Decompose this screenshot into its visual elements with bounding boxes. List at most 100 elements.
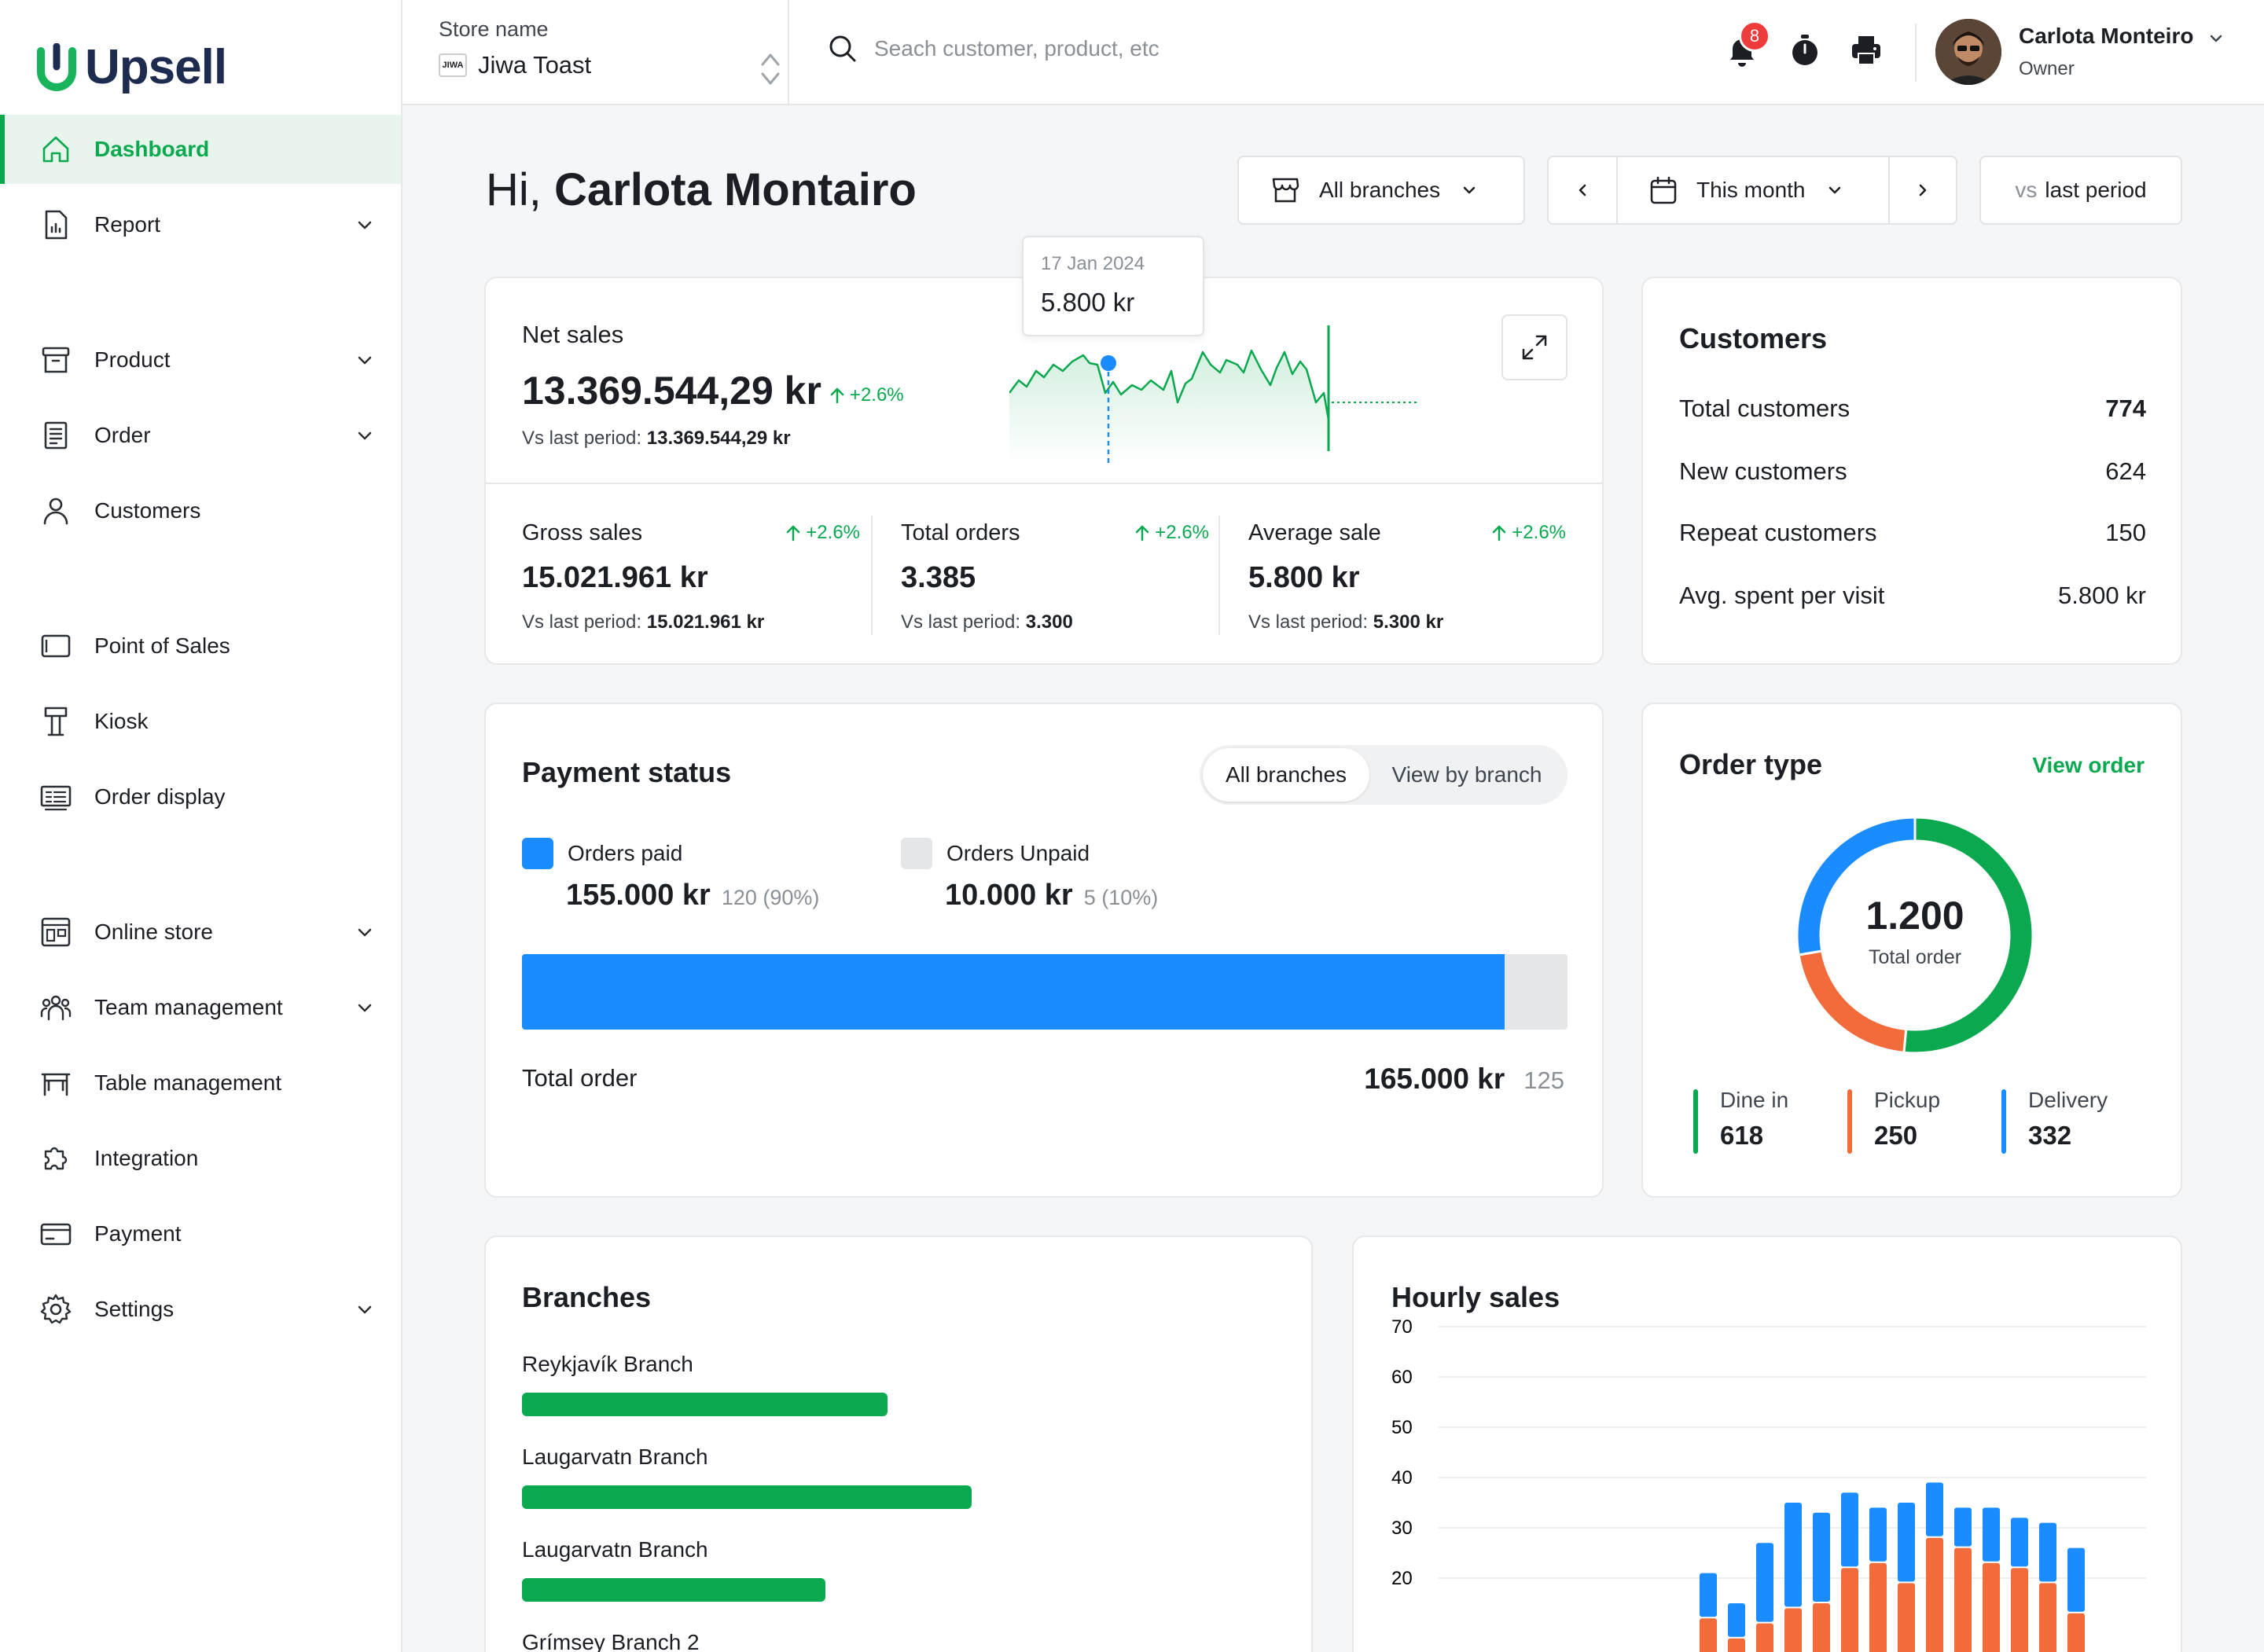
sidebar-item-dashboard[interactable]: Dashboard — [0, 115, 401, 184]
hourly-bar-segment[interactable] — [1926, 1537, 1943, 1652]
hourly-bar-segment[interactable] — [2011, 1518, 2028, 1567]
hourly-bar-segment[interactable] — [1700, 1573, 1717, 1617]
sidebar-item-order-display[interactable]: Order display — [0, 762, 401, 832]
chevron-left-icon — [1579, 184, 1586, 196]
sidebar-item-report[interactable]: Report — [0, 190, 401, 259]
chevron-down-icon[interactable] — [2207, 30, 2225, 47]
sidebar-item-label: Report — [94, 212, 161, 237]
hourly-bar-segment[interactable] — [1898, 1583, 1915, 1652]
order-type-card: Order type View order 1.200 Total order … — [1641, 703, 2182, 1198]
sidebar-item-kiosk[interactable]: Kiosk — [0, 687, 401, 756]
hourly-bar-segment[interactable] — [1869, 1507, 1887, 1562]
hourly-bar-segment[interactable] — [1983, 1507, 2000, 1562]
sidebar-item-order[interactable]: Order — [0, 401, 401, 470]
prev-period-button[interactable] — [1549, 157, 1618, 223]
sidebar-item-label: Order — [94, 423, 151, 447]
sidebar-item-label: Payment — [94, 1221, 182, 1246]
hourly-bar-segment[interactable] — [1728, 1638, 1745, 1652]
customer-stat-label: New customers — [1679, 457, 1847, 485]
branch-label: Laugarvatn Branch — [522, 1537, 708, 1562]
sidebar-item-integration[interactable]: Integration — [0, 1124, 401, 1193]
branch-bar[interactable] — [522, 1393, 888, 1416]
sidebar-item-settings[interactable]: Settings — [0, 1275, 401, 1344]
unpaid-count: 5 (10%) — [1083, 886, 1159, 909]
legend-label: Delivery — [2028, 1088, 2108, 1112]
avatar[interactable] — [1935, 19, 2001, 85]
sidebar-item-label: Product — [94, 347, 171, 372]
store-selector[interactable]: Store name JIWA Jiwa Toast — [439, 17, 785, 85]
total-order-count: 125 — [1523, 1066, 1564, 1094]
legend-label: Dine in — [1720, 1088, 1789, 1112]
hourly-bar-segment[interactable] — [1756, 1623, 1773, 1652]
stat-change: +2.6% — [1491, 522, 1566, 544]
sidebar-item-payment[interactable]: Payment — [0, 1199, 401, 1268]
printer-icon[interactable] — [1847, 31, 1885, 69]
hourly-bar-segment[interactable] — [1784, 1503, 1802, 1607]
branch-bar[interactable] — [522, 1485, 972, 1509]
hourly-bar-segment[interactable] — [1841, 1568, 1858, 1652]
legend-bar — [1693, 1089, 1698, 1154]
branch-filter-label: All branches — [1319, 178, 1441, 202]
hourly-bar-segment[interactable] — [1756, 1543, 1773, 1622]
sidebar-item-label: Order display — [94, 784, 226, 809]
upsell-logo-icon — [37, 42, 76, 91]
view-order-link[interactable]: View order — [2032, 753, 2145, 777]
hourly-bar-segment[interactable] — [2039, 1583, 2056, 1652]
hourly-bar-segment[interactable] — [1954, 1547, 1972, 1652]
sidebar-item-customers[interactable]: Customers — [0, 476, 401, 545]
hourly-bar-segment[interactable] — [2039, 1522, 2056, 1582]
seg-view-by-branch[interactable]: View by branch — [1391, 762, 1542, 787]
hourly-bar-segment[interactable] — [2011, 1568, 2028, 1652]
unpaid-label: Orders Unpaid — [946, 841, 1090, 865]
sidebar-item-table-management[interactable]: Table management — [0, 1048, 401, 1118]
sidebar-item-point-of-sales[interactable]: Point of Sales — [0, 611, 401, 681]
branch-label: Grímsey Branch 2 — [522, 1630, 700, 1652]
customer-stat-label: Repeat customers — [1679, 519, 1877, 546]
branch-filter[interactable]: All branches — [1237, 156, 1525, 225]
sparkline-hover-point[interactable] — [1101, 355, 1116, 371]
expand-button[interactable] — [1501, 314, 1568, 380]
timer-icon[interactable] — [1786, 31, 1824, 69]
y-tick-label: 30 — [1391, 1518, 1413, 1539]
hourly-bar-segment[interactable] — [1926, 1482, 1943, 1536]
period-select[interactable]: This month — [1618, 157, 1888, 223]
compare-filter[interactable]: vs last period — [1979, 156, 2182, 225]
donut-slice-dine-in[interactable] — [1902, 817, 2033, 1053]
sidebar-item-online-store[interactable]: Online store — [0, 898, 401, 967]
search-input[interactable] — [874, 36, 1424, 61]
stat-change-text: +2.6% — [1512, 522, 1566, 543]
home-icon — [39, 133, 72, 166]
hourly-bar-segment[interactable] — [1841, 1492, 1858, 1567]
hourly-bar-segment[interactable] — [1813, 1512, 1830, 1602]
donut-slice-delivery[interactable] — [1797, 817, 1917, 956]
hourly-bar-segment[interactable] — [1898, 1503, 1915, 1582]
store-logo: JIWA — [439, 53, 467, 77]
hourly-bar-segment[interactable] — [1700, 1618, 1717, 1652]
hourly-bar-segment[interactable] — [1784, 1608, 1802, 1652]
hourly-bar-segment[interactable] — [1728, 1603, 1745, 1637]
hourly-bar-segment[interactable] — [1954, 1507, 1972, 1547]
customer-stat-value: 150 — [2105, 519, 2146, 546]
sparkline-tooltip: 17 Jan 2024 5.800 kr — [1022, 236, 1204, 336]
brand-logo[interactable]: Upsell — [36, 39, 227, 95]
tooltip-date: 17 Jan 2024 — [1041, 253, 1145, 274]
hourly-bar-segment[interactable] — [2067, 1547, 2085, 1612]
hourly-bar-segment[interactable] — [1869, 1562, 1887, 1652]
hourly-bar-segment[interactable] — [1813, 1603, 1830, 1652]
stat-value: 5.800 kr — [1248, 561, 1360, 594]
legend-bar — [2001, 1089, 2006, 1154]
seg-all-branches[interactable]: All branches — [1203, 748, 1369, 802]
box-icon — [39, 343, 72, 376]
sidebar-item-team-management[interactable]: Team management — [0, 973, 401, 1042]
hourly-bar-segment[interactable] — [1983, 1562, 2000, 1652]
payment-progress-fill — [522, 954, 1505, 1030]
store-caption: Store name — [439, 17, 549, 41]
chevron-down-icon — [358, 431, 372, 440]
hourly-bar-segment[interactable] — [2067, 1613, 2085, 1652]
calendar-icon — [1650, 176, 1677, 204]
stat-vs-value: 5.300 kr — [1373, 611, 1444, 633]
sidebar-item-product[interactable]: Product — [0, 325, 401, 395]
branch-bar[interactable] — [522, 1578, 825, 1602]
search-bar[interactable] — [827, 33, 1424, 64]
next-period-button[interactable] — [1888, 157, 1956, 223]
